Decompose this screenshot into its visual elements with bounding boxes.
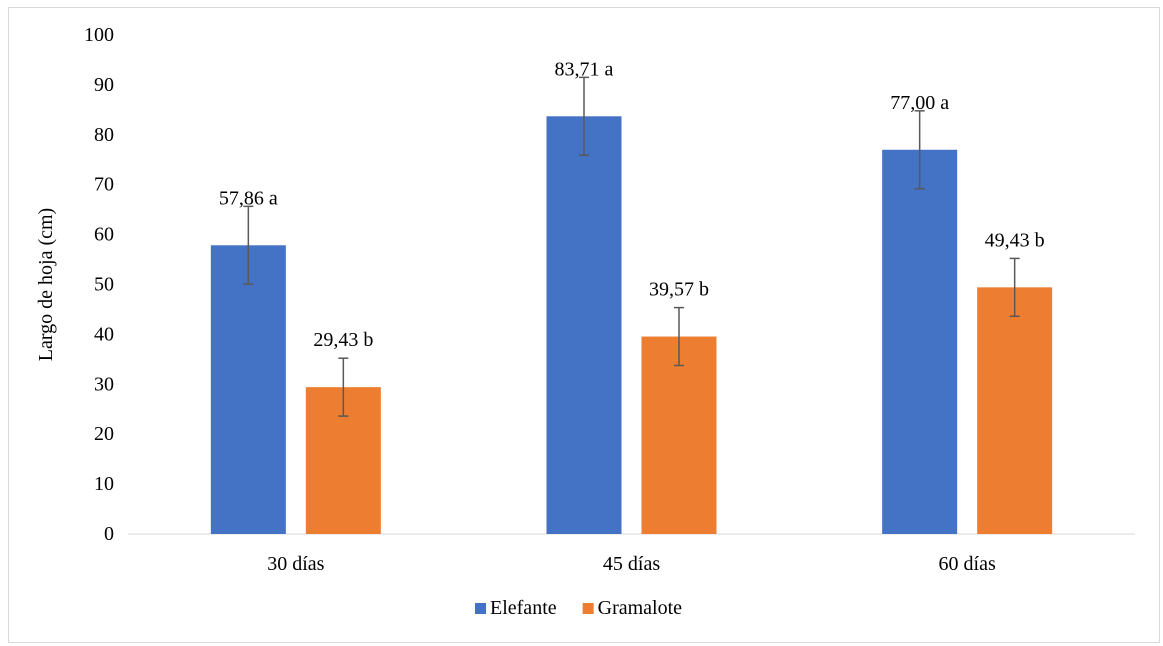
y-tick-label: 50 (94, 274, 114, 296)
y-tick-label: 80 (94, 124, 114, 146)
bar-gramalote (977, 287, 1053, 534)
bar-elefante (546, 116, 622, 534)
y-tick-label: 60 (94, 224, 114, 246)
legend-swatch (475, 603, 486, 614)
y-tick-label: 90 (94, 74, 114, 96)
y-tick-label: 20 (94, 423, 114, 445)
data-label: 29,43 b (313, 329, 373, 351)
x-axis: 30 días 45 días 60 días (267, 553, 996, 575)
data-label: 49,43 b (985, 229, 1045, 251)
x-tick-label: 60 días (939, 553, 996, 575)
y-tick-label: 30 (94, 373, 114, 395)
chart-frame (8, 7, 1160, 643)
bar-elefante (882, 149, 958, 534)
x-tick-label: 45 días (603, 553, 660, 575)
legend-label: Elefante (490, 597, 557, 619)
error-bar (579, 76, 589, 156)
legend-item-gramalote: Gramalote (582, 597, 683, 619)
error-bar (1009, 257, 1020, 318)
error-bar (243, 205, 254, 285)
x-tick-label: 30 días (267, 553, 324, 575)
y-tick-label: 10 (94, 473, 114, 495)
legend-swatch (582, 603, 594, 614)
error-bar (674, 306, 684, 367)
data-label: 83,71 a (555, 58, 614, 80)
data-label: 57,86 a (219, 187, 278, 209)
error-bar (914, 110, 925, 190)
legend: Elefante Gramalote (475, 597, 682, 619)
y-tick-label: 70 (94, 174, 114, 196)
y-axis-label: Largo de hoja (cm) (35, 208, 57, 361)
data-label: 39,57 b (649, 279, 709, 301)
y-tick-label: 0 (104, 523, 114, 545)
bar-gramalote (641, 336, 717, 534)
legend-item-elefante: Elefante (475, 597, 557, 619)
error-bar (338, 357, 349, 417)
y-axis: 0 10 20 30 40 50 60 70 80 90 100 (84, 24, 114, 545)
bars: 57,86 a 29,43 b 83,71 a 39,57 b 77,00 a 49,43… (210, 58, 1053, 534)
data-label: 77,00 a (890, 92, 949, 114)
legend-label: Gramalote (598, 597, 683, 619)
y-tick-label: 40 (94, 323, 114, 345)
y-tick-label: 100 (84, 24, 114, 46)
bar-elefante (210, 245, 286, 534)
